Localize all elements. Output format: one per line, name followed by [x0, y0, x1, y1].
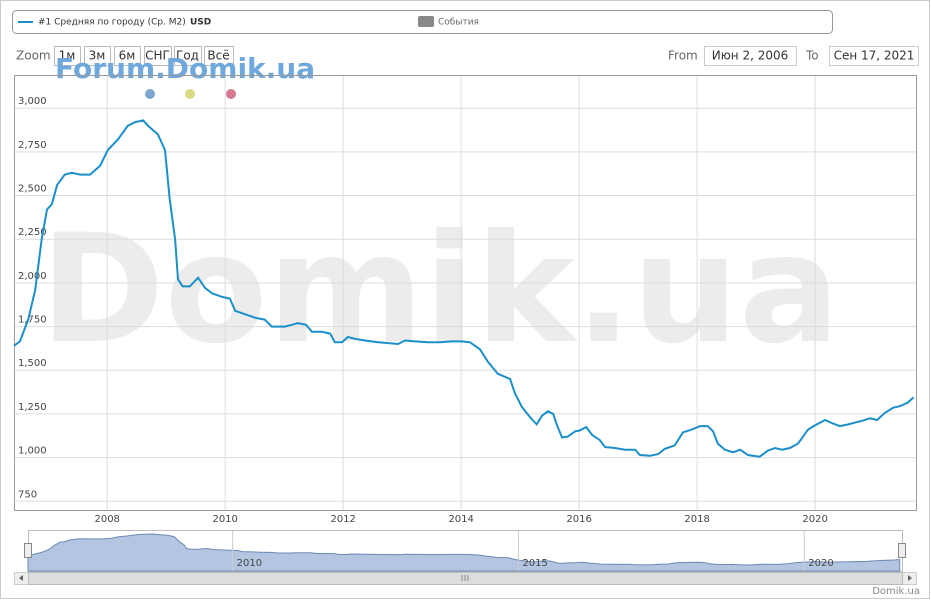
y-tick-label: 2,750 [18, 140, 47, 151]
zoom-button[interactable] [114, 46, 141, 66]
from-value[interactable]: Июн 2, 2006 [712, 49, 789, 63]
logo-dot [145, 89, 155, 99]
background-watermark: Domik.ua [40, 203, 840, 377]
navigator-tick-label: 2020 [808, 558, 833, 569]
legend-item[interactable]: События [438, 18, 479, 28]
legend-symbol [418, 16, 434, 27]
y-tick-label: 1,000 [18, 446, 47, 457]
navigator-handle[interactable] [24, 543, 32, 558]
x-tick-label: 2010 [212, 514, 237, 525]
y-tick-label: 2,250 [18, 227, 47, 238]
y-tick-label: 1,250 [18, 402, 47, 413]
x-tick-label: 2020 [802, 514, 827, 525]
scroll-grip [461, 575, 469, 581]
zoom-button[interactable] [174, 46, 202, 66]
series-line [13, 119, 915, 458]
navigator-area [27, 533, 901, 572]
x-tick-label: 2016 [566, 514, 591, 525]
watermark: Forum.Domik.ua [55, 52, 315, 85]
logo-dot [185, 89, 195, 99]
zoom-button[interactable] [54, 46, 81, 66]
zoom-button-label[interactable]: Всё [207, 49, 229, 63]
logo-dot [226, 89, 236, 99]
y-tick-label: 1,500 [18, 358, 47, 369]
zoom-button[interactable] [144, 46, 172, 66]
plot-border [14, 75, 917, 511]
legend-item[interactable]: #1 Средняя по городу (Ср. М2) [38, 18, 186, 28]
x-tick-label: 2012 [330, 514, 355, 525]
zoom-button[interactable] [204, 46, 234, 66]
to-value[interactable]: Сен 17, 2021 [834, 49, 915, 63]
credit[interactable]: Domik.ua [872, 586, 920, 597]
x-tick-label: 2008 [94, 514, 119, 525]
navigator-tick-label: 2015 [522, 558, 547, 569]
y-tick-label: 1,750 [18, 315, 47, 326]
zoom-button-label[interactable]: 3м [89, 49, 106, 63]
y-tick-label: 750 [18, 489, 37, 500]
y-tick-label: 3,000 [18, 96, 47, 107]
zoom-button-label[interactable]: 6м [119, 49, 136, 63]
x-tick-label: 2018 [684, 514, 709, 525]
y-tick-label: 2,500 [18, 184, 47, 195]
zoom-button[interactable] [84, 46, 111, 66]
zoom-button-label[interactable]: 1м [59, 49, 76, 63]
y-tick-label: 2,000 [18, 271, 47, 282]
x-tick-label: 2014 [448, 514, 473, 525]
to-input[interactable] [829, 46, 919, 66]
zoom-label: Zoom [16, 49, 51, 63]
from-input[interactable] [704, 46, 797, 66]
to-label: To [805, 49, 819, 63]
legend-unit: USD [190, 18, 211, 28]
navigator-handle[interactable] [898, 543, 906, 558]
zoom-button-label[interactable]: СНГ [145, 49, 170, 63]
navigator-tick-label: 2010 [237, 558, 262, 569]
from-label: From [668, 49, 698, 63]
zoom-button-label[interactable]: Год [176, 49, 199, 63]
